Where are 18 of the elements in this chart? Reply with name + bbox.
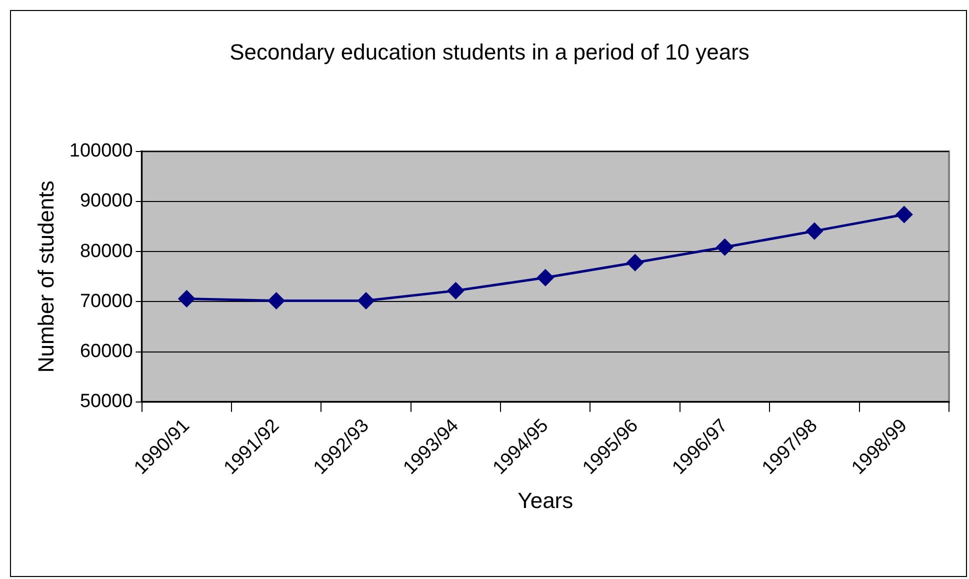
- x-axis-title: Years: [518, 488, 574, 513]
- chart-title: Secondary education students in a period of 10 years: [230, 39, 750, 64]
- y-axis-title: Number of students: [33, 180, 58, 373]
- y-tick-label: 70000: [80, 290, 133, 312]
- point: [178, 290, 195, 307]
- y-tick-label: 80000: [80, 240, 133, 262]
- point: [447, 282, 464, 299]
- y-tick-label: 90000: [80, 190, 133, 212]
- point: [806, 222, 823, 240]
- point: [358, 292, 374, 309]
- y-tick-label: 60000: [80, 341, 133, 362]
- point: [896, 206, 912, 223]
- point: [537, 269, 554, 286]
- point: [716, 238, 734, 256]
- y-tick-label: 100000: [69, 140, 133, 162]
- point: [268, 292, 285, 309]
- y-tick-label: 50000: [80, 391, 133, 412]
- point: [626, 254, 644, 271]
